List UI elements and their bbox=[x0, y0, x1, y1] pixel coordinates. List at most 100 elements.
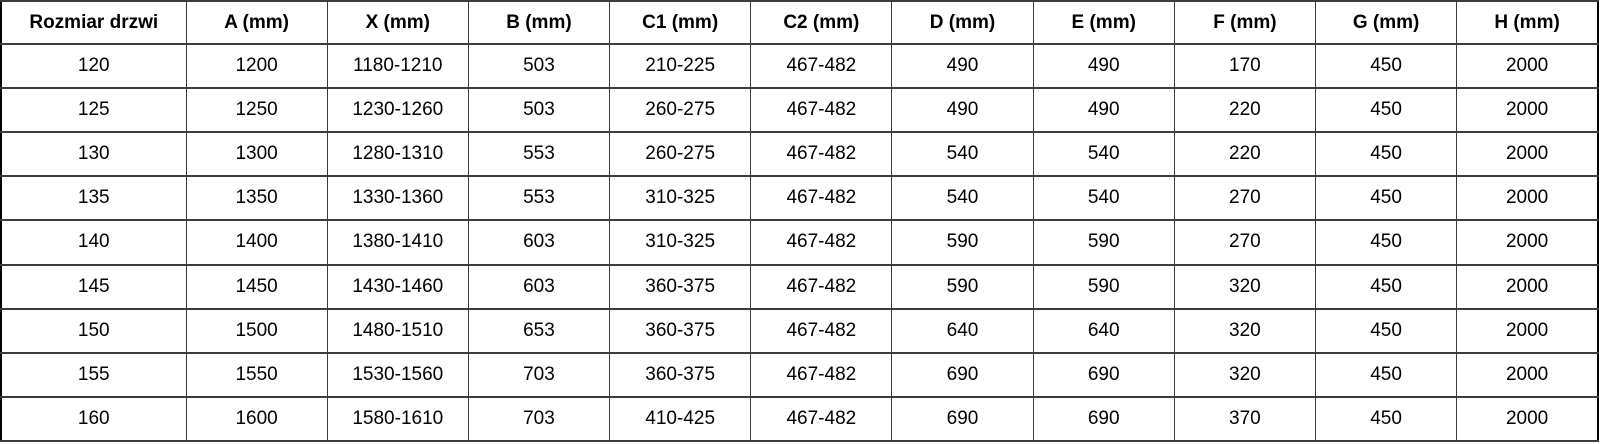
table-cell: 2000 bbox=[1456, 263, 1599, 310]
table-cell: 360-375 bbox=[609, 263, 752, 310]
table-cell: 540 bbox=[891, 131, 1034, 178]
column-header: G (mm) bbox=[1314, 0, 1458, 45]
table-cell: 1400 bbox=[185, 219, 328, 266]
table-cell: 590 bbox=[1032, 219, 1175, 266]
table-cell: 703 bbox=[467, 351, 611, 398]
column-header: X (mm) bbox=[326, 0, 469, 45]
table-cell: 553 bbox=[467, 131, 611, 178]
table-cell: 467-482 bbox=[750, 87, 893, 134]
table-cell: 160 bbox=[0, 395, 187, 443]
table-cell: 260-275 bbox=[609, 87, 752, 134]
table-cell: 270 bbox=[1173, 175, 1317, 222]
table-cell: 135 bbox=[0, 175, 187, 222]
table-cell: 1530-1560 bbox=[326, 351, 469, 398]
table-row: 135 1350 1330-1360 553 310-325 467-482 540 540 2… bbox=[0, 175, 1599, 222]
table-cell: 125 bbox=[0, 87, 187, 134]
table-cell: 450 bbox=[1314, 263, 1458, 310]
table-cell: 140 bbox=[0, 219, 187, 266]
table-cell: 1330-1360 bbox=[326, 175, 469, 222]
table-row: 130 1300 1280-1310 553 260-275 467-482 540 540 2… bbox=[0, 131, 1599, 178]
table-cell: 467-482 bbox=[750, 175, 893, 222]
table-cell: 320 bbox=[1173, 263, 1317, 310]
table-cell: 690 bbox=[1032, 351, 1175, 398]
table-cell: 490 bbox=[891, 42, 1034, 90]
table-cell: 130 bbox=[0, 131, 187, 178]
table-row: 160 1600 1580-1610 703 410-425 467-482 690 690 3… bbox=[0, 395, 1599, 443]
table-cell: 1500 bbox=[185, 307, 328, 354]
table-cell: 1180-1210 bbox=[326, 42, 469, 90]
table-cell: 410-425 bbox=[609, 395, 752, 443]
column-header: B (mm) bbox=[467, 0, 611, 45]
table-cell: 2000 bbox=[1456, 131, 1599, 178]
table-cell: 467-482 bbox=[750, 131, 893, 178]
table-cell: 490 bbox=[1032, 87, 1175, 134]
table-row: 155 1550 1530-1560 703 360-375 467-482 690 690 3… bbox=[0, 351, 1599, 398]
column-header: Rozmiar drzwi bbox=[0, 0, 187, 45]
table-header: Rozmiar drzwi A (mm) X (mm) B (mm) C1 (mm) C2… bbox=[0, 0, 1599, 45]
table-cell: 603 bbox=[467, 219, 611, 266]
table-cell: 450 bbox=[1314, 395, 1458, 443]
table-cell: 590 bbox=[891, 219, 1034, 266]
table-cell: 2000 bbox=[1456, 395, 1599, 443]
table-cell: 1230-1260 bbox=[326, 87, 469, 134]
table-cell: 1300 bbox=[185, 131, 328, 178]
table-cell: 490 bbox=[891, 87, 1034, 134]
table-row: 125 1250 1230-1260 503 260-275 467-482 490 490 2… bbox=[0, 87, 1599, 134]
table-cell: 690 bbox=[891, 395, 1034, 443]
table-cell: 703 bbox=[467, 395, 611, 443]
table-cell: 260-275 bbox=[609, 131, 752, 178]
column-header: C1 (mm) bbox=[609, 0, 752, 45]
table-cell: 450 bbox=[1314, 175, 1458, 222]
table-cell: 1580-1610 bbox=[326, 395, 469, 443]
table-body: 120 1200 1180-1210 503 210-225 467-482 490 490 1… bbox=[0, 42, 1599, 443]
table-row: 140 1400 1380-1410 603 310-325 467-482 590 590 2… bbox=[0, 219, 1599, 266]
table-cell: 450 bbox=[1314, 307, 1458, 354]
table-cell: 1350 bbox=[185, 175, 328, 222]
table-cell: 450 bbox=[1314, 87, 1458, 134]
column-header: A (mm) bbox=[185, 0, 328, 45]
table-cell: 2000 bbox=[1456, 307, 1599, 354]
column-header: C2 (mm) bbox=[750, 0, 893, 45]
table-cell: 690 bbox=[891, 351, 1034, 398]
column-header: D (mm) bbox=[891, 0, 1034, 45]
table-cell: 310-325 bbox=[609, 219, 752, 266]
table-cell: 1600 bbox=[185, 395, 328, 443]
table-cell: 2000 bbox=[1456, 42, 1599, 90]
table-cell: 145 bbox=[0, 263, 187, 310]
table-cell: 320 bbox=[1173, 307, 1317, 354]
table-cell: 2000 bbox=[1456, 87, 1599, 134]
table-cell: 467-482 bbox=[750, 351, 893, 398]
header-row: Rozmiar drzwi A (mm) X (mm) B (mm) C1 (mm) C2… bbox=[0, 0, 1599, 45]
table-cell: 540 bbox=[1032, 175, 1175, 222]
table-row: 150 1500 1480-1510 653 360-375 467-482 640 640 3… bbox=[0, 307, 1599, 354]
table-cell: 1480-1510 bbox=[326, 307, 469, 354]
column-header: F (mm) bbox=[1173, 0, 1317, 45]
table-cell: 220 bbox=[1173, 87, 1317, 134]
table-row: 120 1200 1180-1210 503 210-225 467-482 490 490 1… bbox=[0, 42, 1599, 90]
table-cell: 210-225 bbox=[609, 42, 752, 90]
table-cell: 640 bbox=[1032, 307, 1175, 354]
table-cell: 553 bbox=[467, 175, 611, 222]
table-cell: 2000 bbox=[1456, 175, 1599, 222]
table-cell: 360-375 bbox=[609, 307, 752, 354]
table-cell: 2000 bbox=[1456, 219, 1599, 266]
table-cell: 270 bbox=[1173, 219, 1317, 266]
table-row: 145 1450 1430-1460 603 360-375 467-482 590 590 3… bbox=[0, 263, 1599, 310]
table-cell: 590 bbox=[1032, 263, 1175, 310]
table-cell: 370 bbox=[1173, 395, 1317, 443]
table-cell: 120 bbox=[0, 42, 187, 90]
table-cell: 1450 bbox=[185, 263, 328, 310]
table-cell: 360-375 bbox=[609, 351, 752, 398]
table-cell: 503 bbox=[467, 87, 611, 134]
table-cell: 503 bbox=[467, 42, 611, 90]
column-header: H (mm) bbox=[1456, 0, 1599, 45]
table-cell: 1550 bbox=[185, 351, 328, 398]
table-cell: 653 bbox=[467, 307, 611, 354]
table-cell: 450 bbox=[1314, 42, 1458, 90]
table-cell: 1200 bbox=[185, 42, 328, 90]
table-cell: 590 bbox=[891, 263, 1034, 310]
table-cell: 1250 bbox=[185, 87, 328, 134]
table-cell: 1380-1410 bbox=[326, 219, 469, 266]
